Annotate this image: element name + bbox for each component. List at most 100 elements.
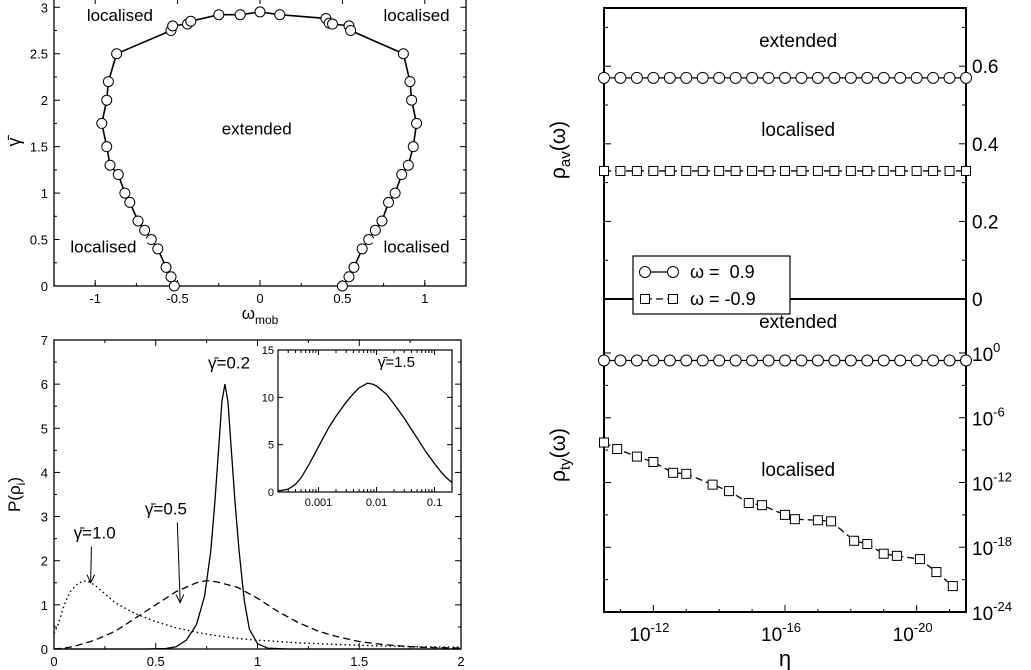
region-label: localised xyxy=(383,6,449,25)
y-axis-label-sub: ty xyxy=(557,458,574,470)
y-tick-label: 5 xyxy=(41,421,48,436)
series-point xyxy=(598,354,610,367)
series-point xyxy=(762,354,775,367)
series-line xyxy=(53,579,462,648)
x-tick-label-exponent: -12 xyxy=(651,620,670,635)
legend-label: ω = 0.9 xyxy=(690,262,755,282)
boundary-point xyxy=(396,169,408,181)
series-point xyxy=(779,354,791,367)
series-point xyxy=(780,509,790,520)
y-tick-label: 0 xyxy=(972,290,983,311)
x-tick-label: -0.5 xyxy=(166,291,188,306)
boundary-point xyxy=(389,187,401,199)
boundary-point xyxy=(168,280,180,292)
boundary-point xyxy=(234,9,246,21)
boundary-point xyxy=(96,117,108,129)
series-point xyxy=(599,165,609,176)
boundary-point xyxy=(369,224,381,236)
rho-av-panel: 0 0.2 0.4 0.6 extended localised ω = 0.9 ω = -0… xyxy=(547,7,999,613)
y-tick-label-exponent: -24 xyxy=(993,599,1012,614)
series-point xyxy=(614,354,627,367)
boundary-point xyxy=(383,196,395,208)
series-point xyxy=(614,71,627,84)
y-tick-label: 2 xyxy=(41,93,48,108)
x-tick-label: 0.5 xyxy=(147,654,165,669)
legend-marker xyxy=(639,266,651,278)
x-tick-label: 1 xyxy=(254,654,261,669)
boundary-point xyxy=(165,271,177,283)
y-tick-label-base: 10 xyxy=(972,604,993,625)
series-point xyxy=(811,71,824,84)
series-point xyxy=(631,451,642,462)
y-tick-label-exponent: -12 xyxy=(993,469,1012,484)
curve-annotation: γ̄=0.5 xyxy=(145,499,187,518)
series-point xyxy=(713,71,726,84)
series-point xyxy=(861,354,874,367)
region-label: localised xyxy=(761,120,835,141)
series-point xyxy=(877,71,890,84)
series-line xyxy=(54,384,461,650)
boundary-point xyxy=(101,141,113,153)
series-point xyxy=(844,71,857,84)
y-tick-label: 2 xyxy=(41,554,48,569)
series-point xyxy=(664,165,675,176)
series-point xyxy=(763,165,774,176)
series-point xyxy=(795,71,808,84)
boundary-point xyxy=(167,20,179,32)
boundary-point xyxy=(407,141,419,153)
series-point xyxy=(943,354,956,367)
region-label-backing xyxy=(59,238,148,258)
region-label: extended xyxy=(222,120,292,139)
x-tick-label: 0.01 xyxy=(366,497,387,509)
annotation-arrow xyxy=(90,546,92,583)
x-tick-label: 10-16 xyxy=(761,620,801,646)
series-point xyxy=(861,71,874,84)
series-point xyxy=(663,71,676,84)
series-point xyxy=(812,515,823,526)
x-tick-label: 0.5 xyxy=(333,291,351,306)
y-tick-label: 10-12 xyxy=(972,469,1012,495)
series-point xyxy=(960,71,972,84)
region-label: localised xyxy=(383,238,449,257)
series-point xyxy=(895,165,906,176)
x-tick-label: 0 xyxy=(256,291,263,306)
y-tick-label: 0.4 xyxy=(972,135,999,156)
series-point xyxy=(729,354,742,367)
x-tick-label: 0.001 xyxy=(305,497,333,509)
series-point xyxy=(612,444,623,455)
curve-annotation: γ̄=0.2 xyxy=(208,354,250,373)
series-point xyxy=(729,71,742,84)
series-point xyxy=(914,554,925,565)
series-point xyxy=(910,354,923,367)
series-point xyxy=(911,165,922,176)
boundary-point xyxy=(406,94,418,106)
series-point xyxy=(796,165,807,176)
x-axis-label: η xyxy=(779,646,791,670)
y-tick-label: 10-6 xyxy=(972,405,1005,431)
series-point xyxy=(707,479,718,490)
x-tick-label-exponent: -16 xyxy=(782,620,801,635)
boundary-point xyxy=(111,48,123,60)
boundary-point xyxy=(132,215,144,227)
boundary-point xyxy=(404,76,416,88)
x-axis-label: ωmob xyxy=(242,304,279,327)
y-tick-label-base: 10 xyxy=(972,410,993,431)
series-point xyxy=(696,354,709,367)
series-point xyxy=(746,354,759,367)
region-label: extended xyxy=(759,312,837,333)
series-point xyxy=(960,354,972,367)
y-tick-label-base: 10 xyxy=(972,345,993,366)
series-line xyxy=(277,382,453,492)
y-axis-label-main: ρ xyxy=(547,470,570,482)
series-point xyxy=(878,165,889,176)
y-axis-label-main: P(ρ xyxy=(5,485,24,512)
y-tick-label-exponent: -6 xyxy=(993,405,1005,420)
series-point xyxy=(631,165,642,176)
series-point xyxy=(795,354,808,367)
boundary-point xyxy=(124,196,136,208)
series-line xyxy=(603,441,954,587)
y-axis-label: ρav(ω) xyxy=(547,121,574,179)
y-tick-label: 0 xyxy=(41,279,48,294)
series-point xyxy=(647,71,660,84)
